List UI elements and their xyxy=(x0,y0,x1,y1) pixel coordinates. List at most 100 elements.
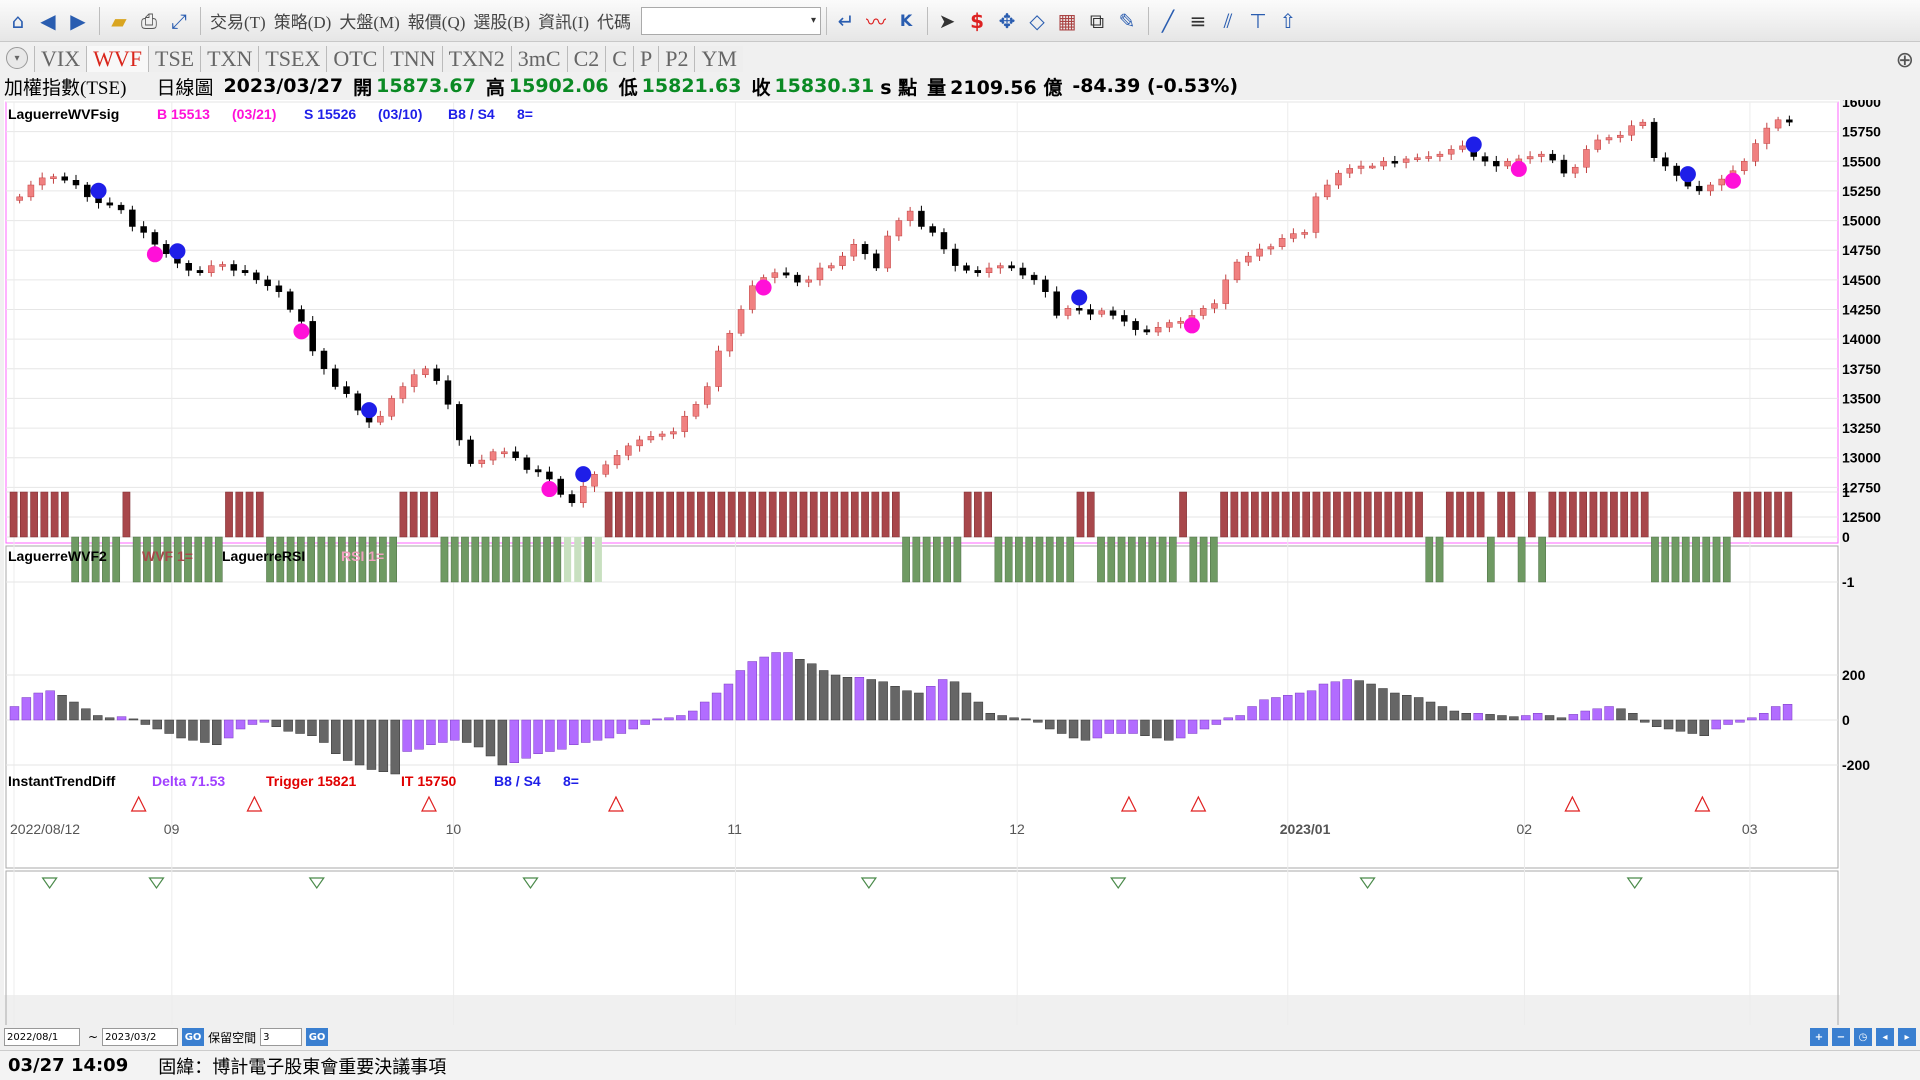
wvf-bar-up xyxy=(604,491,613,538)
status-time: 03/27 14:09 xyxy=(8,1055,129,1076)
delta-bar xyxy=(1128,719,1138,734)
delta-bar xyxy=(1461,713,1471,721)
delta-bar xyxy=(235,719,246,730)
candle-body xyxy=(410,374,418,387)
candle-body xyxy=(636,439,643,447)
candle-body xyxy=(906,210,914,221)
delta-bar xyxy=(1056,719,1067,734)
go-button[interactable]: GO xyxy=(182,1028,205,1046)
delta-bar xyxy=(878,681,888,721)
menu-screener[interactable]: 選股(B) xyxy=(473,13,531,32)
wvf-bar-down xyxy=(81,536,90,583)
wvf-bar-up xyxy=(50,491,59,538)
candle-body xyxy=(523,457,531,470)
wvf-bar-up xyxy=(1558,491,1567,538)
forward-icon[interactable]: ▶ xyxy=(70,8,86,33)
buy-triangle-marker xyxy=(1564,795,1581,812)
zoom-icon[interactable]: ⊕ xyxy=(1895,48,1914,73)
tab-wvf[interactable]: WVF xyxy=(86,46,148,72)
delta-bar xyxy=(1604,706,1614,721)
expand-icon[interactable]: ⤢ xyxy=(171,8,187,33)
tab-ym[interactable]: YM xyxy=(694,46,743,72)
parallel-lines-icon[interactable]: ⫽ xyxy=(1223,8,1233,33)
tab-tsex[interactable]: TSEX xyxy=(258,46,327,72)
keep-go-button[interactable]: GO xyxy=(306,1028,329,1046)
zoom-in-icon[interactable]: + xyxy=(1810,1028,1828,1046)
status-news[interactable]: 固緯：博計電子股東會重要決議事項 xyxy=(158,1056,447,1077)
clock-icon[interactable]: ◷ xyxy=(1854,1028,1872,1046)
edit-icon[interactable]: ✎ xyxy=(1118,8,1136,33)
candle-body xyxy=(151,232,159,245)
chart-area[interactable]: 16000 15750 15500 15250 15000 14750 14500 14250… xyxy=(0,100,1920,1025)
code-input[interactable]: ▾ xyxy=(641,6,822,35)
home-icon[interactable]: ⌂ xyxy=(11,8,25,33)
eraser-icon[interactable]: ◇ xyxy=(1029,8,1045,33)
candle-body xyxy=(613,455,621,466)
wvf-bar-neutral xyxy=(574,537,582,582)
scroll-right-icon[interactable]: ▸ xyxy=(1898,1028,1916,1046)
date-to-input[interactable]: 2023/03/2 xyxy=(102,1028,179,1046)
wvf-bar-up xyxy=(1445,491,1454,538)
wvf-bar-up xyxy=(1240,491,1249,538)
tab-p2[interactable]: P2 xyxy=(658,46,695,72)
dollar-icon[interactable]: $ xyxy=(970,8,984,33)
tab-txn[interactable]: TXN xyxy=(200,46,259,72)
y-tick-label: 15000 xyxy=(1842,213,1881,229)
back-icon[interactable]: ◀ xyxy=(40,8,56,33)
tab-dropdown-icon[interactable]: ▾ xyxy=(6,47,28,69)
candle-body xyxy=(1673,165,1680,176)
return-icon[interactable]: ↵ xyxy=(837,8,855,33)
tab-vix[interactable]: VIX xyxy=(34,46,87,72)
pointer-icon[interactable]: ➤ xyxy=(938,8,956,33)
draw-line-icon[interactable]: ╱ xyxy=(1162,8,1175,33)
wvf-bar-up xyxy=(1579,491,1588,538)
delta-bar xyxy=(116,716,127,721)
wvf-bar-up xyxy=(1230,491,1239,538)
levels-icon[interactable]: ≡ xyxy=(1189,8,1207,33)
wvf-bar-down xyxy=(1702,536,1711,583)
sell-signal-dot xyxy=(1465,136,1482,153)
candle-body xyxy=(264,279,271,287)
chip-icon[interactable]: ▦ xyxy=(1057,8,1077,33)
keep-space-input[interactable]: 3 xyxy=(260,1028,303,1046)
wvf-bar-up xyxy=(1599,491,1608,538)
menu-trade[interactable]: 交易(T) xyxy=(210,13,266,32)
scroll-left-icon[interactable]: ◂ xyxy=(1876,1028,1894,1046)
candle-body xyxy=(117,204,125,211)
buy-triangle-marker xyxy=(421,795,437,812)
zoom-out-icon[interactable]: − xyxy=(1832,1028,1850,1046)
date-from-input[interactable]: 2022/08/1 xyxy=(4,1028,80,1046)
tab-c2[interactable]: C2 xyxy=(566,46,606,72)
wvf-bar-neutral xyxy=(594,537,602,582)
tab-3mc[interactable]: 3mC xyxy=(510,46,567,72)
tab-c[interactable]: C xyxy=(605,46,633,72)
fib-icon[interactable]: ⊤ xyxy=(1249,8,1267,33)
move-icon[interactable]: ✥ xyxy=(998,8,1016,33)
tab-txn2[interactable]: TXN2 xyxy=(441,46,511,72)
delta-bar xyxy=(628,719,638,730)
tab-tnn[interactable]: TNN xyxy=(383,46,442,72)
menu-market[interactable]: 大盤(M) xyxy=(339,13,400,32)
candle-body xyxy=(918,210,925,227)
delta-bar xyxy=(1699,719,1709,736)
wvf-bar-up xyxy=(779,491,787,538)
wvf-bar-down xyxy=(1138,536,1146,583)
wvf-bar-down xyxy=(276,536,285,583)
tab-tse[interactable]: TSE xyxy=(148,46,201,72)
candle-body xyxy=(670,431,677,435)
menu-quote[interactable]: 報價(Q) xyxy=(407,13,466,32)
line-chart-icon[interactable]: 〰 xyxy=(866,10,887,34)
menu-info[interactable]: 資訊(I) xyxy=(538,13,590,32)
up-arrow-icon[interactable]: ⇧ xyxy=(1279,8,1297,33)
crop-icon[interactable]: ⧉ xyxy=(1089,8,1105,33)
print-icon[interactable]: ⎙ xyxy=(141,8,157,33)
tab-otc[interactable]: OTC xyxy=(326,46,384,72)
open-folder-icon[interactable]: ▰ xyxy=(111,8,127,33)
menu-strategy[interactable]: 策略(D) xyxy=(273,13,332,32)
wvf-bar-down xyxy=(933,536,941,583)
wvf-bar-up xyxy=(758,491,767,538)
delta-bar xyxy=(1663,719,1674,730)
tab-p[interactable]: P xyxy=(632,46,659,72)
k-chart-icon[interactable]: K xyxy=(899,11,913,30)
delta-bar xyxy=(485,719,496,757)
